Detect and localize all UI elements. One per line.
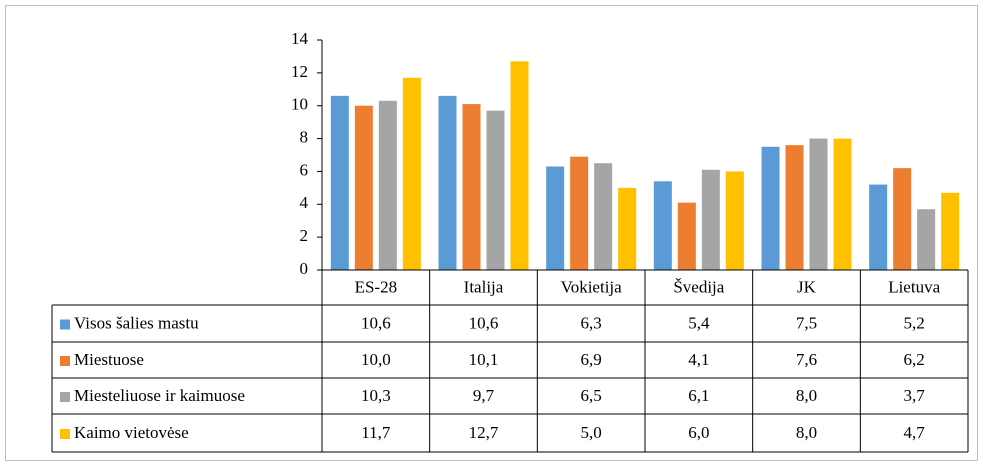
table-value: 6,2 [904,350,925,369]
bar [833,138,852,270]
legend-label: Visos šalies mastu [74,313,199,332]
bar [378,100,397,271]
legend-label: Kaimo vietovėse [74,423,189,442]
bar [701,169,720,270]
bar [594,163,613,270]
bar [725,171,744,270]
x-tick-label: Vokietija [561,277,623,296]
table-value: 3,7 [904,386,926,405]
table-value: 9,7 [473,386,495,405]
bar [869,184,888,270]
bar [486,110,505,271]
table-value: 7,5 [796,313,817,332]
table-value: 10,0 [361,350,391,369]
table-value: 10,6 [469,313,499,332]
legend-key [60,319,70,330]
table-value: 10,1 [469,350,499,369]
bar [618,187,637,270]
bar [462,104,481,270]
table-value: 6,3 [581,313,602,332]
table-value: 5,2 [904,313,925,332]
bar [438,95,457,270]
x-tick-label: Lietuva [888,277,940,296]
y-tick-label: 2 [300,226,309,245]
bar [402,77,421,271]
bar [546,166,565,270]
legend-key [60,429,70,439]
bar [653,181,672,270]
table-value: 4,1 [688,350,709,369]
y-tick-label: 6 [300,160,309,179]
bar [510,61,529,270]
table-value: 6,1 [688,386,709,405]
y-tick-label: 14 [291,29,309,48]
y-tick-label: 10 [291,95,308,114]
bar [893,168,912,270]
y-tick-label: 8 [300,127,309,146]
table-value: 6,9 [581,350,602,369]
table-value: 4,7 [904,423,926,442]
table-value: 7,6 [796,350,817,369]
bar [570,156,589,270]
bar [330,95,349,270]
table-value: 6,0 [688,423,709,442]
table-value: 6,5 [581,386,602,405]
table-value: 10,3 [361,386,391,405]
table-value: 10,6 [361,313,391,332]
x-tick-label: Italija [464,277,504,296]
bar [761,146,780,270]
x-tick-label: Švedija [673,277,724,296]
bar [677,202,696,270]
bar [354,105,373,270]
x-tick-label: ES-28 [355,277,398,296]
bar [917,209,936,270]
legend-key [60,356,70,366]
table-value: 8,0 [796,423,817,442]
table-value: 5,4 [688,313,710,332]
bar [809,138,828,270]
table-value: 5,0 [581,423,602,442]
table-value: 11,7 [361,423,391,442]
bar [941,192,960,270]
legend-label: Miestuose [74,350,144,369]
y-tick-label: 4 [300,193,309,212]
chart-border [5,5,978,461]
bar [785,145,804,270]
table-value: 12,7 [469,423,499,442]
x-tick-label: JK [797,277,817,296]
legend-label: Miesteliuose ir kaimuose [74,386,245,405]
y-tick-label: 0 [300,259,309,278]
legend-key [60,392,70,402]
y-tick-label: 12 [291,62,308,81]
table-value: 8,0 [796,386,817,405]
